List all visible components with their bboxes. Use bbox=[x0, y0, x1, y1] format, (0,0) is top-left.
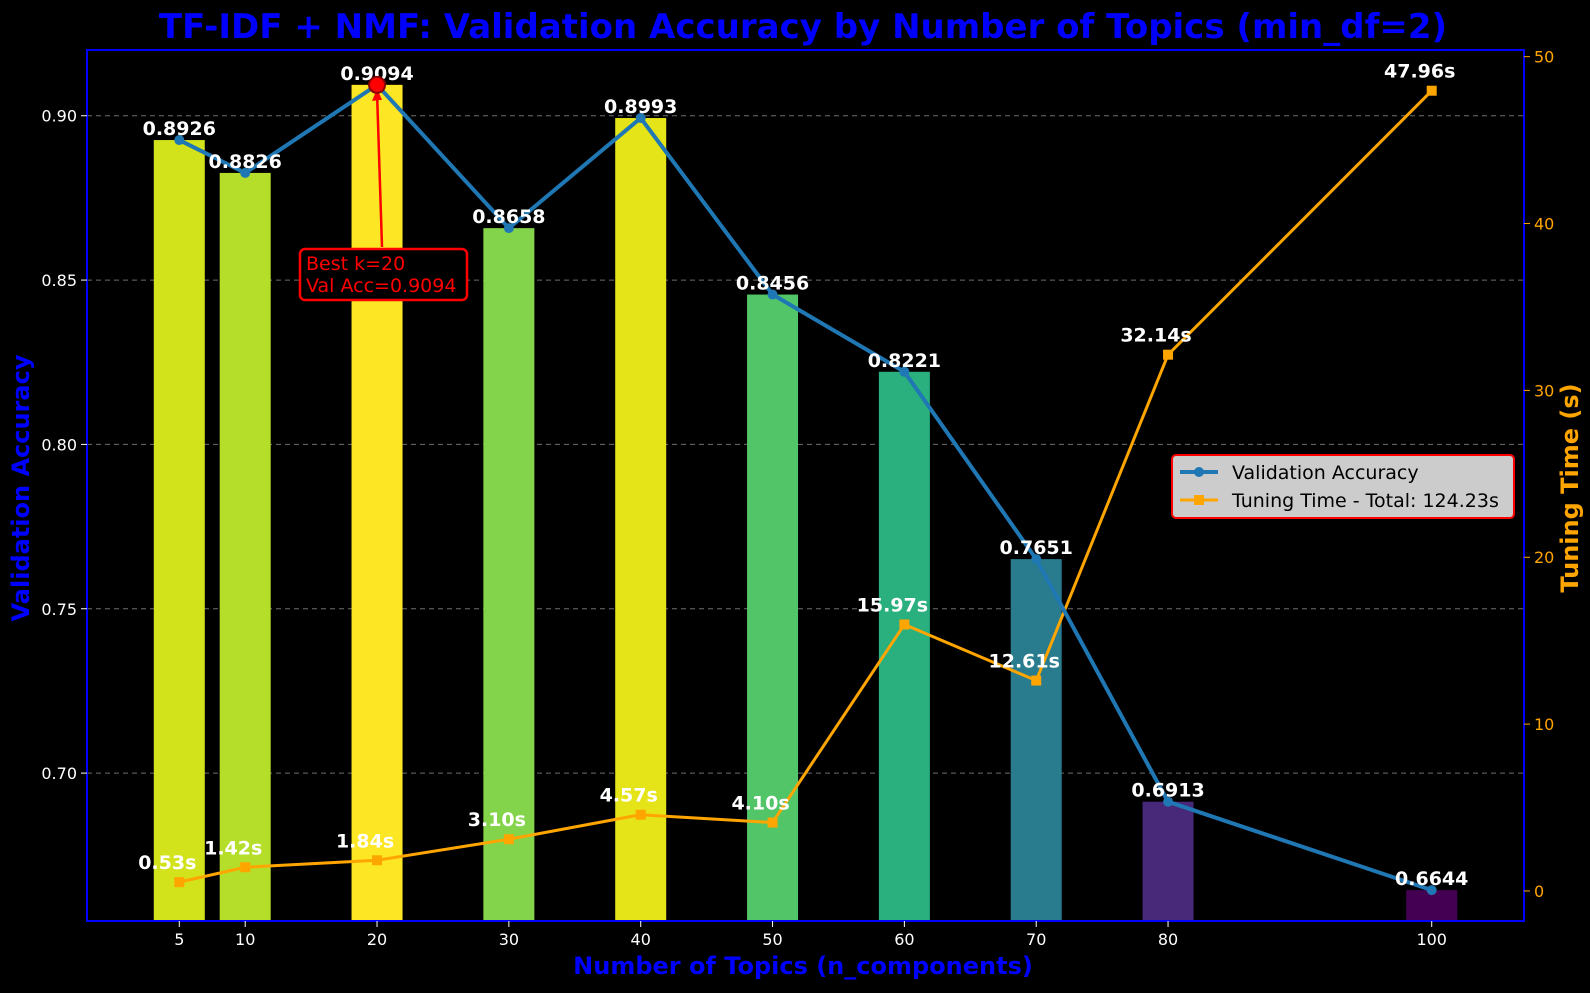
tuning-time-point bbox=[1031, 675, 1042, 686]
y2-tick-label: 40 bbox=[1534, 215, 1554, 234]
tuning-time-label: 1.84s bbox=[336, 830, 394, 852]
accuracy-point bbox=[1163, 796, 1174, 807]
y2-tick-label: 20 bbox=[1534, 548, 1554, 567]
x-tick-label: 20 bbox=[367, 930, 387, 949]
accuracy-point bbox=[767, 289, 778, 300]
bar bbox=[153, 140, 205, 922]
legend-accuracy-marker bbox=[1194, 467, 1204, 477]
accuracy-point bbox=[635, 113, 646, 124]
bar bbox=[1142, 801, 1194, 921]
accuracy-point bbox=[1426, 885, 1437, 896]
y-tick-label: 0.85 bbox=[41, 271, 77, 290]
y-tick-label: 0.70 bbox=[41, 764, 77, 783]
bar bbox=[1010, 559, 1062, 921]
tuning-time-series bbox=[174, 85, 1437, 888]
tuning-time-label: 0.53s bbox=[138, 852, 196, 874]
x-tick-label: 80 bbox=[1158, 930, 1178, 949]
x-axis-label: Number of Topics (n_components) bbox=[573, 952, 1033, 980]
accuracy-value-label: 0.8926 bbox=[143, 118, 216, 140]
tuning-time-point bbox=[635, 809, 646, 820]
tuning-time-line bbox=[178, 89, 1433, 884]
bar bbox=[1406, 890, 1458, 921]
grid-lines bbox=[87, 115, 1524, 774]
accuracy-point bbox=[174, 135, 185, 146]
y-tick-label: 0.90 bbox=[41, 107, 77, 126]
tuning-time-point bbox=[1426, 85, 1437, 96]
accuracy-value-label: 0.8221 bbox=[868, 350, 941, 372]
y2-tick-label: 10 bbox=[1534, 715, 1554, 734]
tuning-time-label: 32.14s bbox=[1120, 325, 1191, 347]
accuracy-value-label: 0.8658 bbox=[472, 206, 545, 228]
legend-accuracy-label: Validation Accuracy bbox=[1232, 462, 1419, 484]
annotation-arrow bbox=[375, 92, 384, 248]
tuning-time-point bbox=[767, 817, 778, 828]
legend-time-label: Tuning Time - Total: 124.23s bbox=[1231, 490, 1499, 512]
x-tick-label: 10 bbox=[235, 930, 255, 949]
accuracy-value-label: 0.8993 bbox=[604, 96, 677, 118]
tuning-time-point bbox=[240, 862, 251, 873]
x-tick-label: 5 bbox=[174, 930, 184, 949]
annotation-box bbox=[298, 247, 469, 302]
chart-title: TF-IDF + NMF: Validation Accuracy by Num… bbox=[159, 7, 1447, 47]
data-labels: 0.8926 0.8826 0.9094 0.8658 0.8993 0.8456 0.82… bbox=[138, 61, 1468, 890]
bar bbox=[747, 294, 799, 921]
annotation-text: Val Acc=0.9094 bbox=[306, 275, 456, 297]
accuracy-point bbox=[1031, 554, 1042, 565]
bar bbox=[219, 172, 271, 922]
y2-tick-label: 0 bbox=[1534, 882, 1544, 901]
bar bbox=[615, 118, 667, 921]
accuracy-point bbox=[240, 167, 251, 178]
legend: Validation Accuracy Tuning Time - Total: … bbox=[1171, 454, 1515, 519]
y2-axis-label: Tuning Time (s) bbox=[1556, 383, 1584, 592]
tuning-time-label: 47.96s bbox=[1384, 61, 1455, 83]
x-tick-label: 40 bbox=[631, 930, 651, 949]
x-tick-label: 100 bbox=[1416, 930, 1447, 949]
legend-box bbox=[1171, 454, 1515, 519]
accuracy-value-label: 0.6913 bbox=[1131, 780, 1204, 802]
bar bbox=[878, 371, 930, 921]
best-point-marker bbox=[368, 75, 387, 94]
accuracy-point bbox=[503, 223, 514, 234]
accuracy-value-label: 0.7651 bbox=[1000, 537, 1073, 559]
y-tick-label: 0.80 bbox=[41, 435, 77, 454]
tuning-time-label: 4.10s bbox=[731, 793, 789, 815]
y-axis-label: Validation Accuracy bbox=[7, 354, 35, 621]
bar bbox=[351, 84, 403, 922]
accuracy-line bbox=[178, 82, 1433, 893]
plot-frame bbox=[86, 49, 1525, 922]
x-tick-label: 30 bbox=[499, 930, 519, 949]
legend-time-marker bbox=[1194, 495, 1204, 505]
annotation-arrowhead bbox=[372, 88, 383, 101]
tuning-time-point bbox=[174, 877, 185, 888]
x-tick-label: 50 bbox=[762, 930, 782, 949]
tuning-time-point bbox=[372, 855, 383, 866]
y2-tick-label: 50 bbox=[1534, 48, 1554, 67]
tuning-time-label: 3.10s bbox=[468, 809, 526, 831]
annotation-text: Best k=20 bbox=[306, 253, 405, 275]
y-tick-label: 0.75 bbox=[41, 600, 77, 619]
accuracy-value-label: 0.8456 bbox=[736, 273, 809, 295]
tuning-time-label: 1.42s bbox=[204, 837, 262, 859]
accuracy-point bbox=[899, 366, 910, 377]
tuning-time-label: 12.61s bbox=[989, 651, 1060, 673]
x-tick-label: 60 bbox=[894, 930, 914, 949]
tuning-time-point bbox=[899, 619, 910, 630]
tuning-time-point bbox=[1163, 349, 1174, 360]
bar bbox=[483, 228, 535, 921]
accuracy-value-label: 0.6644 bbox=[1395, 868, 1468, 890]
tuning-time-point bbox=[503, 834, 514, 845]
bars bbox=[153, 84, 1458, 922]
tuning-time-label: 15.97s bbox=[857, 594, 928, 616]
accuracy-value-label: 0.8826 bbox=[209, 151, 282, 173]
x-tick-label: 70 bbox=[1026, 930, 1046, 949]
axes: 0.70 0.75 0.80 0.85 0.90 0 10 20 30 40 50 5 10 20 30 40… bbox=[41, 48, 1554, 949]
accuracy-value-label: 0.9094 bbox=[340, 63, 413, 85]
tuning-time-label: 4.57s bbox=[600, 785, 658, 807]
y2-tick-label: 30 bbox=[1534, 381, 1554, 400]
